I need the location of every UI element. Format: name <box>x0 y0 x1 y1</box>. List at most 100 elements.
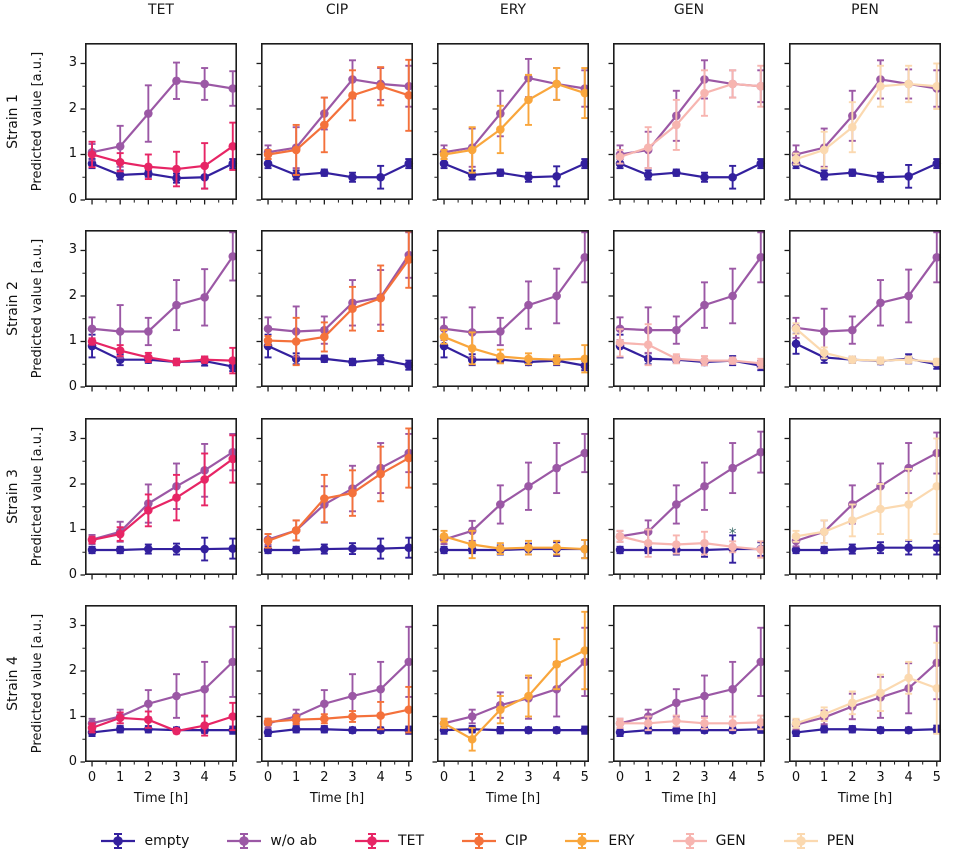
data-point-pen <box>819 527 829 537</box>
data-point-empty <box>291 724 301 734</box>
data-point-w-o-ab <box>496 500 505 509</box>
data-point-empty <box>904 725 913 735</box>
x-tick-label: 0 <box>615 770 625 785</box>
legend-label: ERY <box>608 833 635 849</box>
data-point-empty <box>932 159 942 168</box>
data-point-tet <box>228 356 238 365</box>
column-title-pen: PEN <box>851 2 879 18</box>
row-label-strain-2: Strain 2 <box>4 281 21 336</box>
data-point-cip <box>263 150 273 159</box>
legend-label: PEN <box>826 833 855 849</box>
axis-ticks <box>80 249 234 392</box>
data-point-empty <box>144 544 153 554</box>
subplot-strain-4-pen <box>784 605 942 767</box>
data-point-pen <box>932 683 942 693</box>
series-w-o-ab <box>615 430 766 545</box>
data-point-empty <box>263 159 273 168</box>
x-tick-label: 3 <box>700 770 709 785</box>
data-point-w-o-ab <box>115 142 125 151</box>
y-tick-label: 1 <box>68 708 77 724</box>
y-tick-label: 2 <box>68 287 77 303</box>
data-point-tet <box>172 726 181 736</box>
x-tick-label: 1 <box>292 770 301 785</box>
axis-ticks <box>784 249 938 392</box>
data-point-gen <box>615 719 625 728</box>
data-point-tet <box>87 723 97 733</box>
series-empty <box>263 724 414 738</box>
subplot-strain-4-ery <box>432 605 590 767</box>
data-point-w-o-ab <box>144 327 153 336</box>
data-point-empty <box>615 545 625 555</box>
x-tick-label: 5 <box>756 770 765 785</box>
data-point-ery <box>496 705 505 714</box>
errorbar-marker-icon <box>227 833 262 849</box>
data-point-empty <box>172 544 181 554</box>
data-point-pen <box>791 719 801 728</box>
row-label-strain-3: Strain 3 <box>4 469 21 524</box>
data-point-empty <box>791 545 801 555</box>
x-tick-label: 1 <box>468 770 477 785</box>
data-point-tet <box>87 337 97 346</box>
series-pen <box>791 641 942 735</box>
legend-item-ery: ERY <box>564 830 635 852</box>
x-tick-label: 0 <box>263 770 273 785</box>
axis-ticks <box>256 624 410 767</box>
data-point-cip <box>291 526 301 535</box>
axis-ticks <box>608 249 762 392</box>
axis-ticks <box>784 624 938 767</box>
legend-label: CIP <box>505 833 528 849</box>
data-point-w-o-ab <box>728 684 737 694</box>
legend-item-cip: CIP <box>461 830 527 852</box>
data-point-empty <box>791 339 801 349</box>
column-title-gen: GEN <box>673 2 705 18</box>
y-axis-title-row-2: Predicted value [a.u.] <box>29 238 45 379</box>
data-point-empty <box>615 728 625 737</box>
data-point-w-o-ab <box>348 691 357 701</box>
data-point-empty <box>932 543 942 552</box>
subplot-strain-1-pen <box>784 43 942 205</box>
y-tick-label: 3 <box>68 430 77 446</box>
data-point-empty <box>439 545 449 555</box>
subplot-strain-1-ery <box>432 43 590 205</box>
x-axis-title-cip: Time [h] <box>309 791 365 806</box>
data-point-gen <box>643 538 653 548</box>
data-point-empty <box>700 172 709 182</box>
data-point-cip <box>348 488 357 498</box>
data-point-empty <box>376 544 385 553</box>
series-empty <box>615 534 766 564</box>
x-tick-label: 3 <box>348 770 357 785</box>
legend-item-tet: TET <box>354 830 424 852</box>
data-point-w-o-ab <box>728 291 737 301</box>
data-point-empty <box>115 724 125 734</box>
series-w-o-ab <box>87 625 238 729</box>
data-point-ery <box>552 79 561 89</box>
series-pen <box>791 322 942 367</box>
data-point-empty <box>848 544 857 554</box>
data-point-w-o-ab <box>200 684 209 694</box>
data-point-empty <box>320 724 329 734</box>
x-tick-label: 3 <box>524 770 533 785</box>
data-point-empty <box>263 728 273 737</box>
data-point-empty <box>904 172 913 181</box>
legend: empty w/o ab TET CIP ERY GEN PEN <box>0 824 955 858</box>
x-tick-label: 5 <box>580 770 589 785</box>
data-point-cip <box>263 536 273 546</box>
series-w-o-ab <box>263 432 414 546</box>
data-point-gen <box>728 356 737 365</box>
significance-asterisk: * <box>729 524 737 542</box>
series-w-o-ab <box>439 231 590 359</box>
axis-ticks <box>432 624 586 767</box>
data-point-cip <box>291 337 301 346</box>
data-point-empty <box>580 725 590 735</box>
series-empty <box>263 158 414 190</box>
data-point-empty <box>819 170 829 180</box>
subplot-strain-1-tet <box>80 43 238 205</box>
data-point-pen <box>932 81 942 91</box>
data-point-cip <box>376 469 385 479</box>
errorbar-marker-icon <box>783 833 818 849</box>
data-point-gen <box>756 545 766 554</box>
x-tick-label: 4 <box>200 770 209 785</box>
series-cip <box>263 230 414 367</box>
axis-ticks <box>608 62 762 205</box>
